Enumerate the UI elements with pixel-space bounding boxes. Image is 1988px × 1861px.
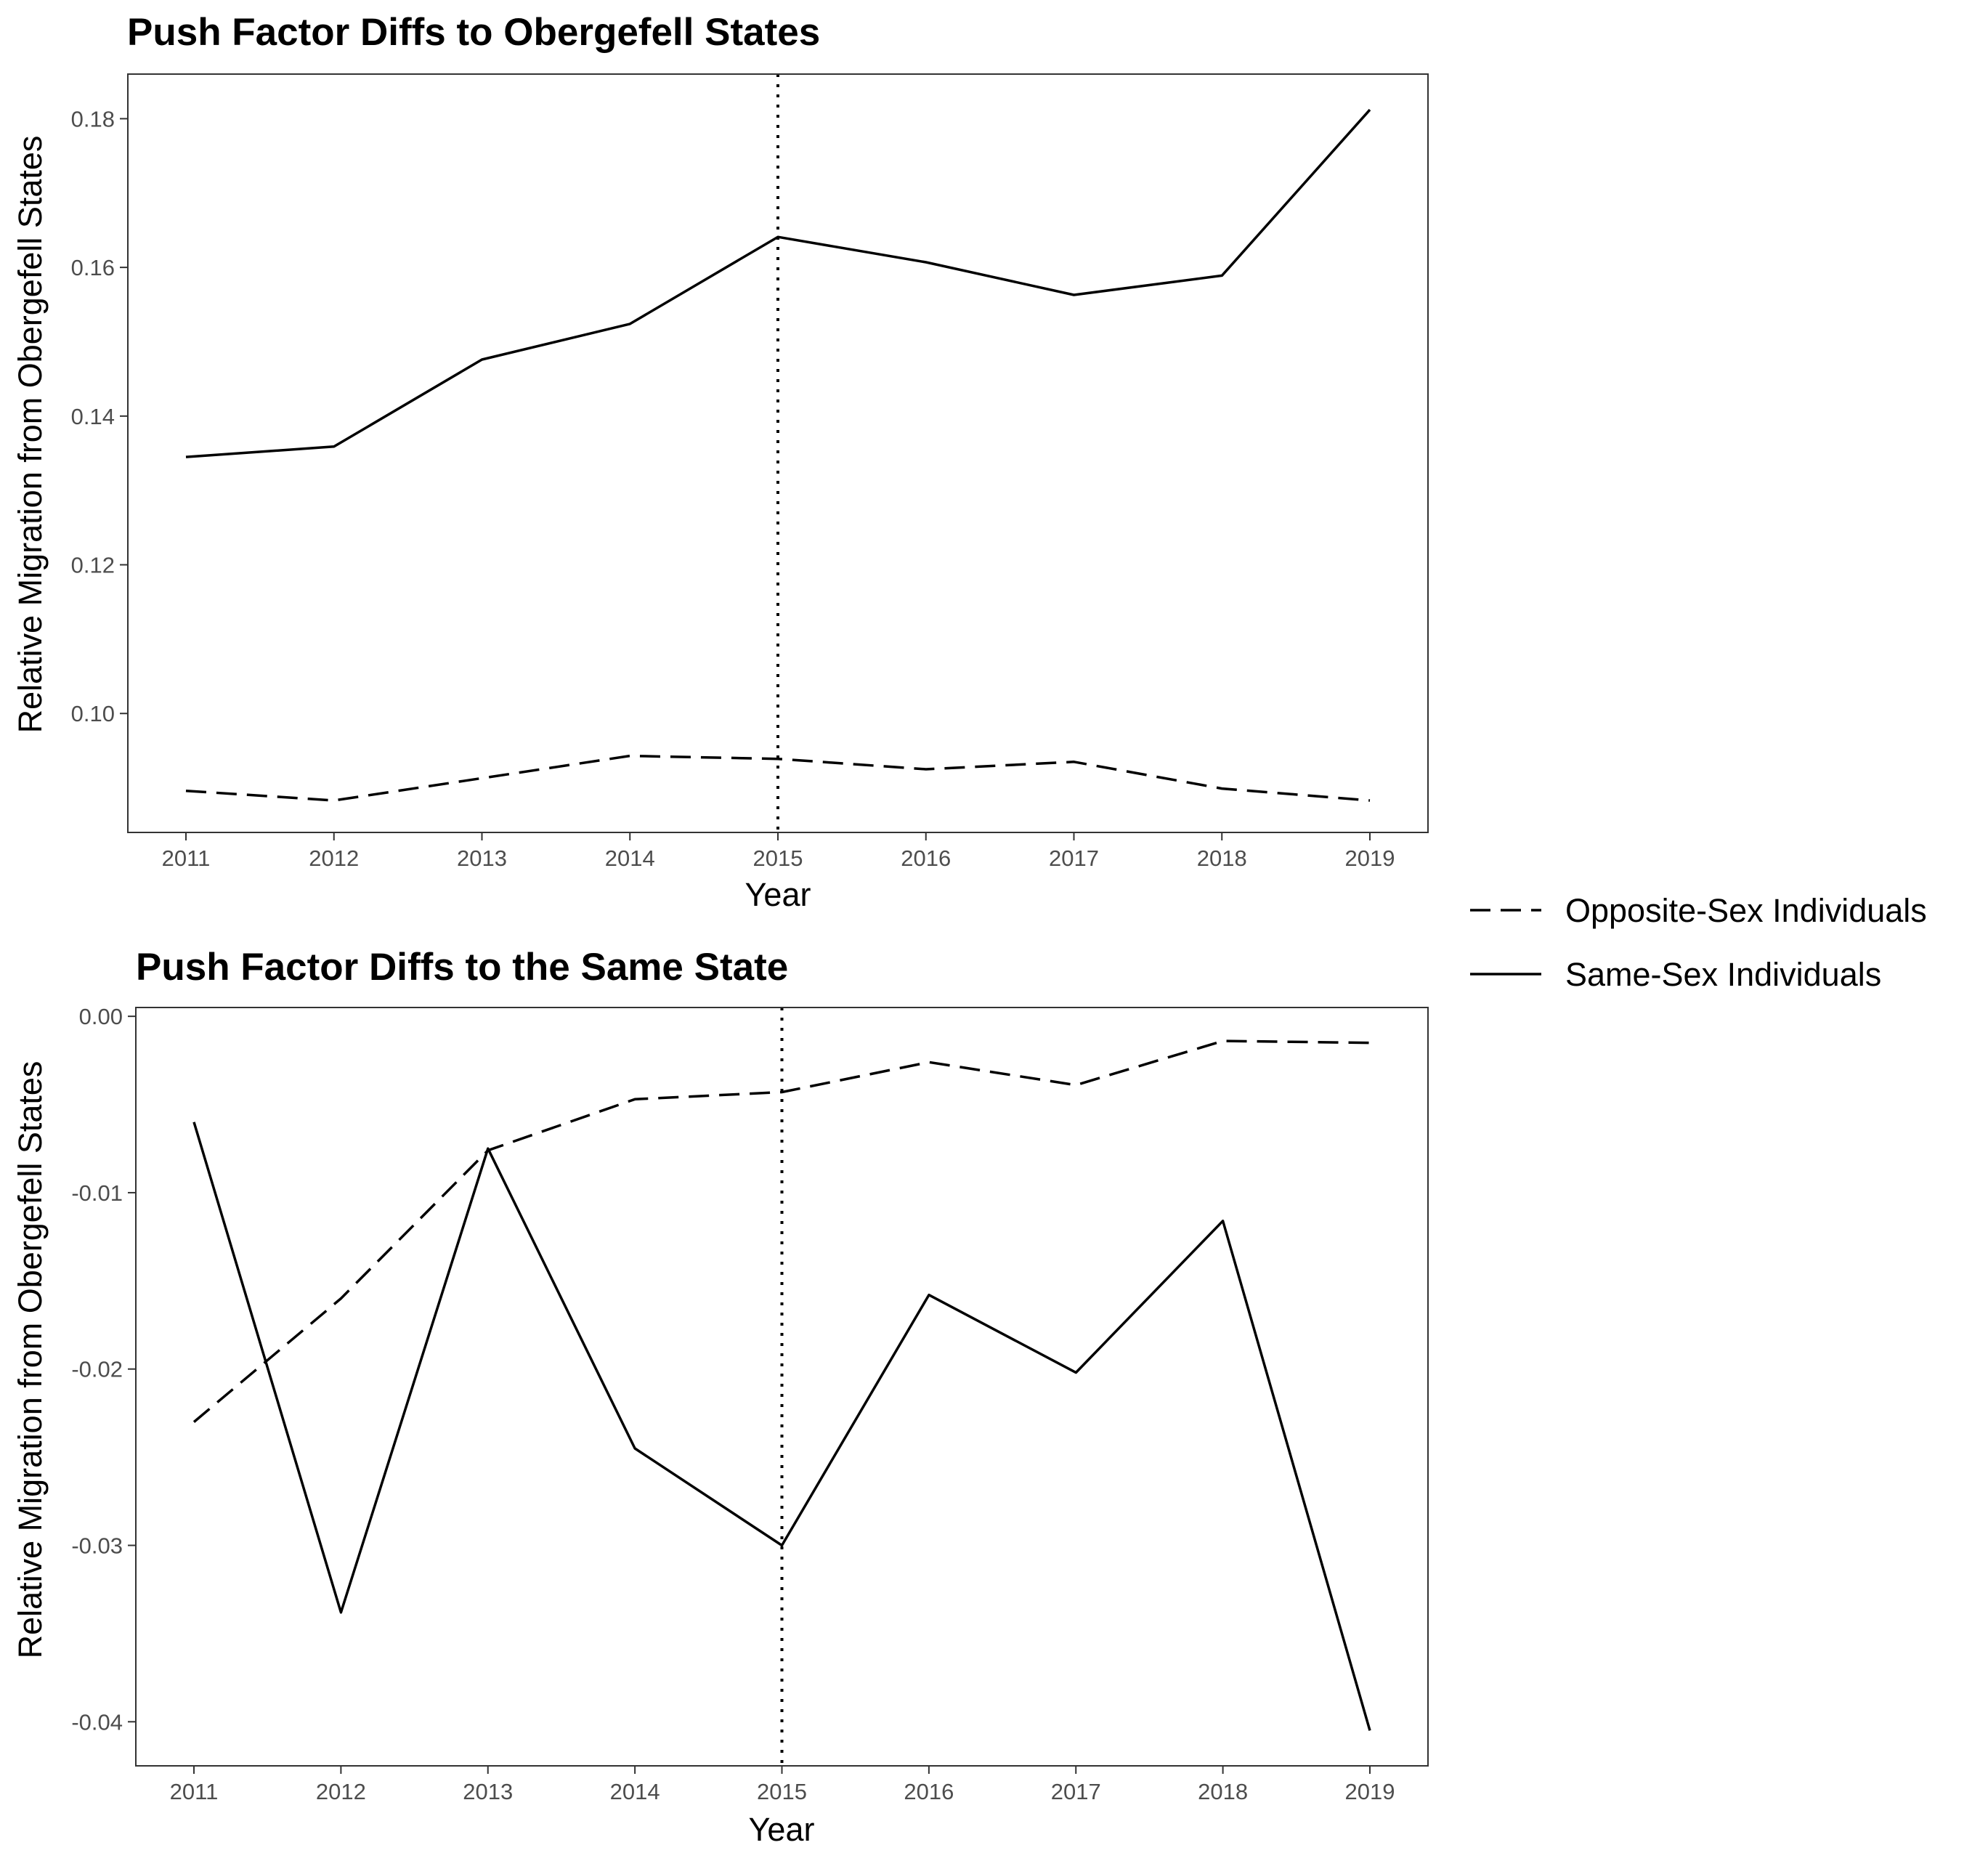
bottom-chart-ticks: 2011 2012 2013 2014 2015 2016 2017 2018 2019 -0.0… bbox=[71, 1004, 1395, 1804]
bottom-chart-x-tick-label-2019: 2019 bbox=[1345, 1779, 1395, 1804]
top-chart-ticks: 2011 2012 2013 2014 2015 2016 2017 2018 2019 0.10… bbox=[71, 106, 1395, 871]
top-chart-y-tick-label-0.10: 0.10 bbox=[71, 701, 115, 726]
bottom-chart-y-axis-title: Relative Migration from Obergefell State… bbox=[12, 1061, 49, 1659]
top-chart-line-same-sex bbox=[185, 108, 1371, 458]
bottom-chart-x-tick-label-2011: 2011 bbox=[170, 1779, 219, 1804]
top-chart-title: Push Factor Diffs to Obergefell States bbox=[127, 11, 820, 54]
legend-label-same-sex: Same-Sex Individuals bbox=[1565, 956, 1881, 993]
bottom-chart-y-tick-label--0.03: -0.03 bbox=[71, 1533, 123, 1559]
bottom-chart-line-same-sex bbox=[192, 1122, 1371, 1731]
bottom-chart-x-tick-label-2018: 2018 bbox=[1198, 1779, 1248, 1804]
bottom-chart-y-tick-label--0.01: -0.01 bbox=[71, 1180, 123, 1206]
top-chart-y-tick-label-0.12: 0.12 bbox=[71, 553, 115, 578]
bottom-chart-x-tick-label-2015: 2015 bbox=[757, 1779, 807, 1804]
top-chart-x-tick-label-2019: 2019 bbox=[1345, 846, 1395, 871]
bottom-chart-x-tick-label-2012: 2012 bbox=[316, 1779, 366, 1804]
top-chart-y-tick-label-0.16: 0.16 bbox=[71, 255, 115, 280]
bottom-chart-plot-area bbox=[192, 1007, 1371, 1766]
bottom-chart-y-tick-label-0.00: 0.00 bbox=[79, 1004, 123, 1029]
bottom-chart-title: Push Factor Diffs to the Same State bbox=[136, 946, 788, 989]
legend-label-opposite-sex: Opposite-Sex Individuals bbox=[1565, 892, 1927, 929]
bottom-chart-x-tick-label-2017: 2017 bbox=[1051, 1779, 1101, 1804]
bottom-chart-y-tick-label--0.02: -0.02 bbox=[71, 1357, 123, 1382]
top-chart-x-tick-label-2015: 2015 bbox=[753, 846, 803, 871]
top-chart-y-tick-label-0.18: 0.18 bbox=[71, 106, 115, 131]
top-chart-panel-border bbox=[127, 73, 1429, 833]
top-chart-x-tick-label-2016: 2016 bbox=[901, 846, 951, 871]
top-chart-y-axis-title: Relative Migration from Obergefell State… bbox=[12, 136, 49, 734]
top-chart-x-tick-label-2018: 2018 bbox=[1197, 846, 1247, 871]
top-chart-x-axis-title: Year bbox=[745, 876, 811, 913]
top-chart-x-tick-label-2014: 2014 bbox=[605, 846, 655, 871]
top-chart-x-tick-label-2013: 2013 bbox=[457, 846, 507, 871]
top-chart-x-tick-label-2011: 2011 bbox=[162, 846, 211, 871]
bottom-chart-x-tick-label-2013: 2013 bbox=[463, 1779, 513, 1804]
bottom-chart-panel: Push Factor Diffs to the Same State Rela… bbox=[12, 946, 1429, 1848]
bottom-chart-panel-border bbox=[135, 1007, 1429, 1767]
top-chart-line-opposite-sex bbox=[185, 754, 1371, 802]
top-chart-y-tick-label-0.14: 0.14 bbox=[71, 404, 115, 429]
bottom-chart-line-opposite-sex bbox=[192, 1039, 1371, 1423]
bottom-chart-x-tick-label-2014: 2014 bbox=[610, 1779, 660, 1804]
bottom-chart-x-tick-label-2016: 2016 bbox=[904, 1779, 954, 1804]
top-chart-x-tick-label-2012: 2012 bbox=[309, 846, 359, 871]
legend: Opposite-Sex Individuals Same-Sex Indivi… bbox=[1470, 892, 1927, 993]
top-chart-x-tick-label-2017: 2017 bbox=[1049, 846, 1099, 871]
top-chart-panel: Push Factor Diffs to Obergefell States R… bbox=[12, 11, 1429, 913]
top-chart-plot-area bbox=[185, 74, 1371, 832]
bottom-chart-y-tick-label--0.04: -0.04 bbox=[71, 1709, 123, 1735]
bottom-chart-x-axis-title: Year bbox=[749, 1811, 815, 1848]
